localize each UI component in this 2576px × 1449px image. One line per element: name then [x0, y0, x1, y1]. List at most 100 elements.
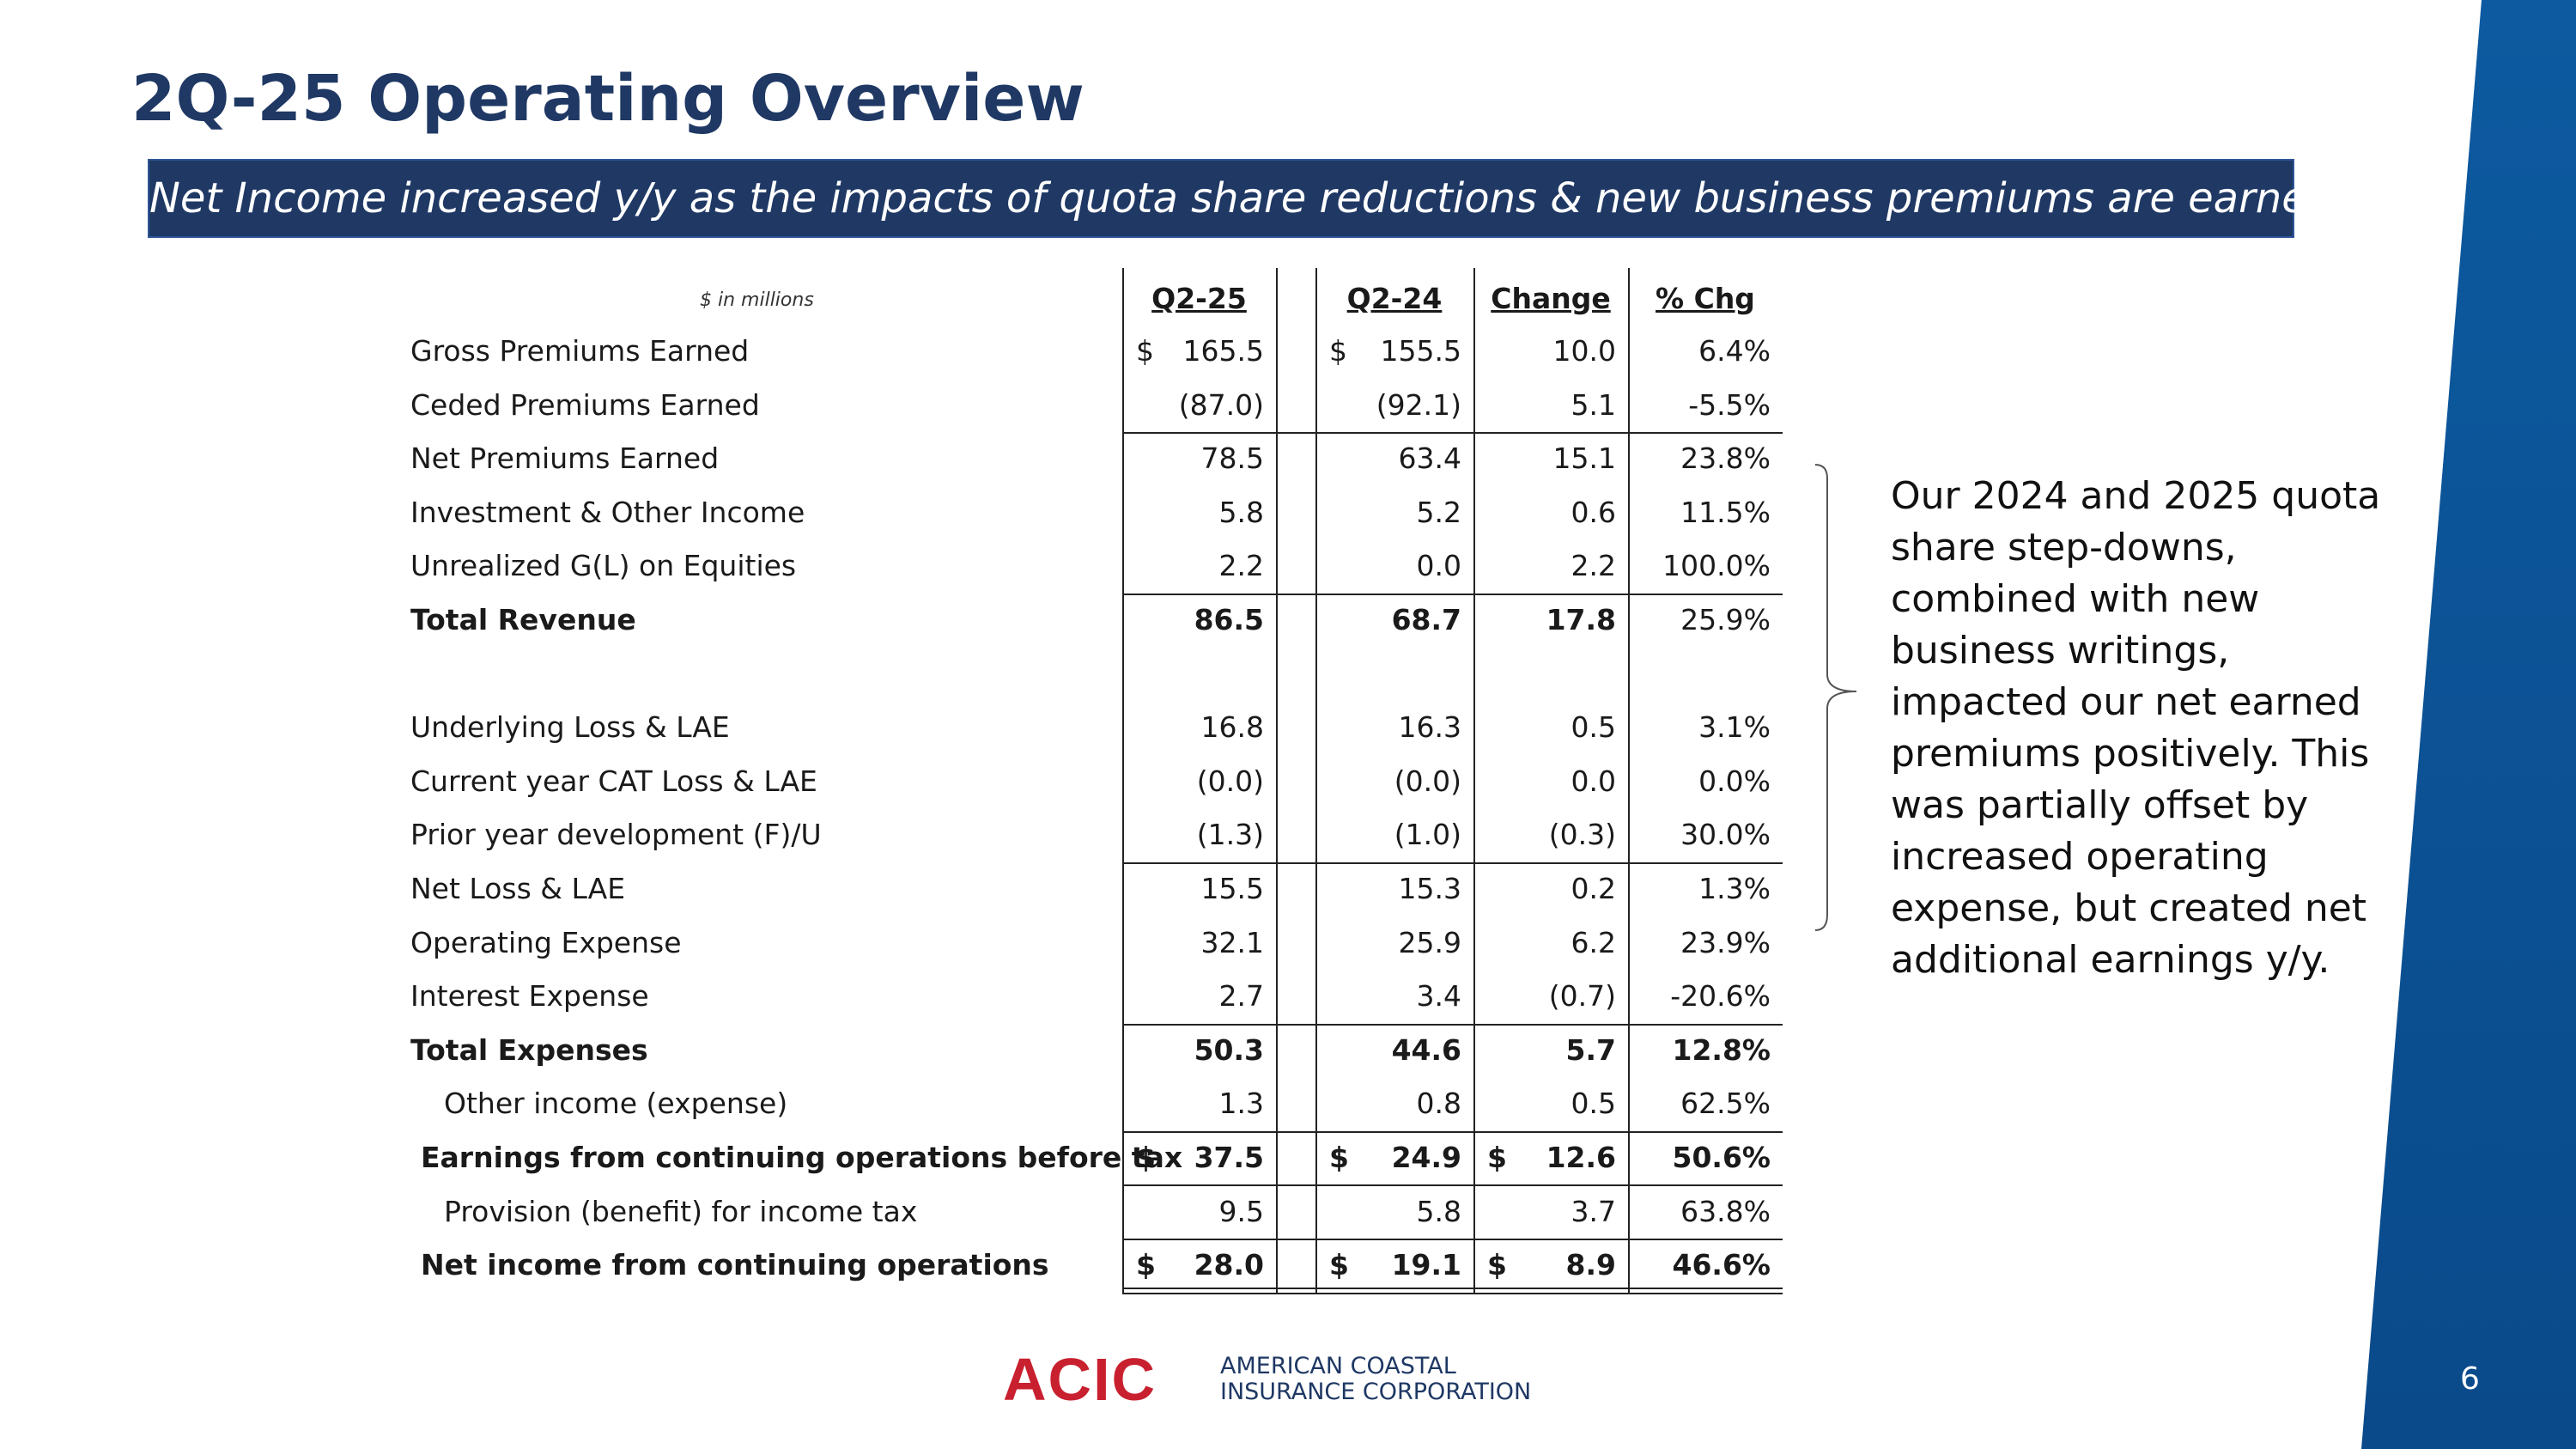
cell-value: 5.7	[1565, 1032, 1616, 1067]
cell-value: 30.0%	[1680, 818, 1771, 852]
row-rule	[1122, 1130, 1783, 1133]
cell-value: -20.6%	[1670, 979, 1771, 1014]
side-band	[2361, 0, 2576, 1449]
banner: Net Income increased y/y as the impacts …	[148, 159, 2346, 238]
row-label: Earnings from continuing operations befo…	[421, 1141, 1183, 1174]
note-line: business writings,	[1891, 629, 2230, 673]
row-rule	[1122, 1184, 1783, 1187]
cell-value: 44.6	[1391, 1032, 1461, 1067]
cell-value: 2.7	[1218, 979, 1264, 1014]
currency-symbol: $	[1487, 1248, 1507, 1282]
cell-value: 63.8%	[1680, 1194, 1771, 1228]
cell-value: 19.1	[1391, 1248, 1461, 1282]
cell-value: 86.5	[1194, 603, 1264, 636]
cell-value: 2.2	[1218, 549, 1264, 583]
row-label: Current year CAT Loss & LAE	[410, 764, 817, 798]
row-rule	[1122, 1238, 1783, 1240]
cell-value: (0.7)	[1548, 979, 1616, 1014]
currency-symbol: $	[1329, 1248, 1349, 1282]
cell-value: 50.6%	[1672, 1141, 1771, 1174]
cell-value: 0.0	[1571, 764, 1616, 798]
row-rule	[1122, 1288, 1783, 1290]
cell-value: 8.9	[1565, 1248, 1616, 1282]
brace	[1814, 464, 1857, 931]
row-label: Ceded Premiums Earned	[410, 387, 760, 422]
cell-value: 28.0	[1194, 1248, 1264, 1282]
note-line: additional earnings y/y.	[1891, 938, 2330, 982]
currency-symbol: $	[1329, 334, 1347, 368]
column-rule	[1122, 268, 1124, 1294]
note-line: premiums positively. This	[1891, 732, 2370, 776]
currency-symbol: $	[1136, 1141, 1156, 1174]
column-rule	[1628, 268, 1630, 1294]
column-header: Q2-24	[1346, 282, 1443, 315]
cell-value: (0.0)	[1394, 764, 1461, 798]
row-rule	[1122, 1293, 1783, 1295]
row-label: Investment & Other Income	[410, 495, 805, 529]
logo-name-line: AMERICAN COASTAL	[1220, 1353, 1456, 1379]
cell-value: 2.2	[1571, 549, 1616, 583]
cell-value: 0.5	[1571, 1087, 1616, 1121]
row-label: Interest Expense	[410, 979, 649, 1014]
cell-value: 0.0	[1416, 549, 1461, 583]
cell-value: (0.0)	[1196, 764, 1264, 798]
cell-value: 5.8	[1416, 1194, 1461, 1228]
currency-symbol: $	[1329, 1141, 1349, 1174]
cell-value: 3.4	[1416, 979, 1461, 1014]
row-label: Net Premiums Earned	[410, 441, 720, 476]
note-line: expense, but created net	[1891, 886, 2367, 930]
cell-value: (1.0)	[1394, 818, 1461, 852]
cell-value: 23.9%	[1680, 925, 1771, 959]
cell-value: 15.3	[1398, 872, 1461, 905]
cell-value: 68.7	[1391, 603, 1461, 636]
column-header: % Chg	[1656, 282, 1755, 315]
currency-symbol: $	[1136, 1248, 1156, 1282]
cell-value: 0.6	[1571, 495, 1616, 529]
currency-symbol: $	[1136, 334, 1154, 368]
cell-value: 23.8%	[1680, 441, 1771, 476]
side-note: Our 2024 and 2025 quota share step-downs,…	[1891, 471, 2380, 986]
row-label: Provision (benefit) for income tax	[444, 1194, 918, 1228]
cell-value: -5.5%	[1688, 387, 1771, 422]
note-line: Our 2024 and 2025 quota	[1891, 474, 2381, 518]
cell-value: 32.1	[1200, 925, 1264, 959]
row-label: Net Loss & LAE	[410, 872, 626, 905]
logo-name: AMERICAN COASTAL INSURANCE CORPORATION	[1220, 1354, 1531, 1405]
cell-value: 46.6%	[1672, 1248, 1771, 1282]
cell-value: 5.2	[1416, 495, 1461, 529]
cell-value: 15.1	[1552, 441, 1616, 476]
logo-mark: ACIC	[1003, 1346, 1157, 1413]
column-rule	[1473, 268, 1475, 1294]
cell-value: 100.0%	[1662, 549, 1771, 583]
note-line: was partially offset by	[1891, 783, 2309, 827]
column-rule	[1315, 268, 1317, 1294]
cell-value: 25.9	[1398, 925, 1461, 959]
cell-value: (87.0)	[1178, 387, 1264, 422]
row-label: Other income (expense)	[444, 1087, 788, 1121]
cell-value: 50.3	[1194, 1032, 1264, 1067]
cell-value: 12.6	[1546, 1141, 1616, 1174]
cell-value: 25.9%	[1680, 603, 1771, 636]
note-line: share step-downs,	[1891, 526, 2237, 569]
row-label: Prior year development (F)/U	[410, 818, 822, 852]
cell-value: 1.3	[1218, 1087, 1264, 1121]
cell-value: (0.3)	[1548, 818, 1616, 852]
column-rule	[1276, 268, 1278, 1294]
cell-value: 155.5	[1380, 334, 1461, 368]
currency-symbol: $	[1487, 1141, 1507, 1174]
note-line: increased operating	[1891, 835, 2269, 879]
cell-value: 16.8	[1200, 710, 1264, 745]
cell-value: 15.5	[1200, 872, 1264, 905]
cell-value: 24.9	[1391, 1141, 1461, 1174]
row-rule	[1122, 593, 1783, 595]
row-rule	[1122, 861, 1783, 864]
cell-value: 16.3	[1398, 710, 1461, 745]
cell-value: 0.5	[1571, 710, 1616, 745]
cell-value: 0.0%	[1698, 764, 1771, 798]
row-label: Gross Premiums Earned	[410, 334, 750, 368]
row-label: Underlying Loss & LAE	[410, 710, 730, 745]
cell-value: 6.4%	[1698, 334, 1771, 368]
cell-value: (1.3)	[1196, 818, 1264, 852]
logo-name-line: INSURANCE CORPORATION	[1220, 1379, 1532, 1405]
row-label: Net income from continuing operations	[421, 1248, 1049, 1282]
